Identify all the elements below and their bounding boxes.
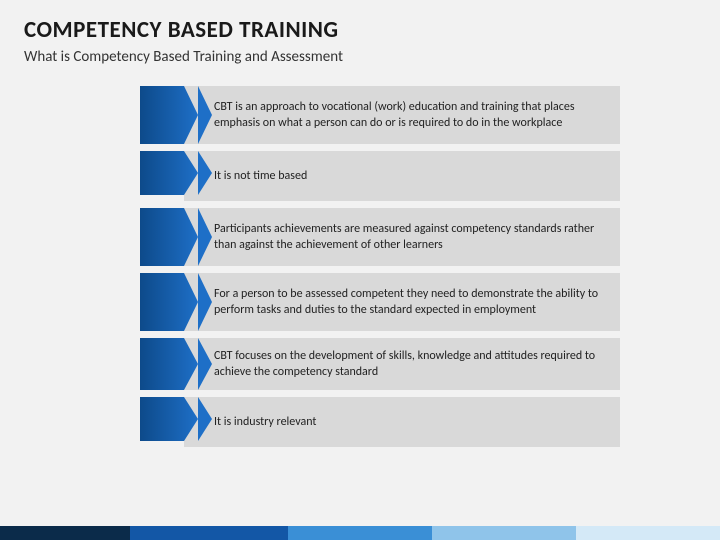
footer-segment: [0, 526, 130, 540]
item-text: CBT focuses on the development of skills…: [184, 338, 620, 390]
page-title: COMPETENCY BASED TRAINING: [24, 16, 696, 44]
arrow-icon: [140, 86, 198, 144]
footer-segment: [432, 526, 576, 540]
arrow-icon: [140, 273, 198, 331]
arrow-icon: [140, 208, 198, 266]
item-text: It is industry relevant: [184, 397, 620, 447]
list-item: For a person to be assessed competent th…: [140, 273, 620, 331]
items-list: CBT is an approach to vocational (work) …: [0, 74, 720, 447]
footer-segment: [576, 526, 720, 540]
header: COMPETENCY BASED TRAINING What is Compet…: [0, 0, 720, 74]
footer-bar: [0, 526, 720, 540]
footer-segment: [130, 526, 288, 540]
item-text: It is not time based: [184, 151, 620, 201]
list-item: CBT focuses on the development of skills…: [140, 338, 620, 390]
arrow-icon: [140, 397, 198, 447]
list-item: Participants achievements are measured a…: [140, 208, 620, 266]
footer-segment: [288, 526, 432, 540]
list-item: It is industry relevant: [140, 397, 620, 447]
arrow-icon: [140, 151, 198, 201]
arrow-icon: [140, 338, 198, 390]
item-text: Participants achievements are measured a…: [184, 208, 620, 266]
page-subtitle: What is Competency Based Training and As…: [24, 48, 696, 66]
item-text: For a person to be assessed competent th…: [184, 273, 620, 331]
item-text: CBT is an approach to vocational (work) …: [184, 86, 620, 144]
list-item: It is not time based: [140, 151, 620, 201]
list-item: CBT is an approach to vocational (work) …: [140, 86, 620, 144]
